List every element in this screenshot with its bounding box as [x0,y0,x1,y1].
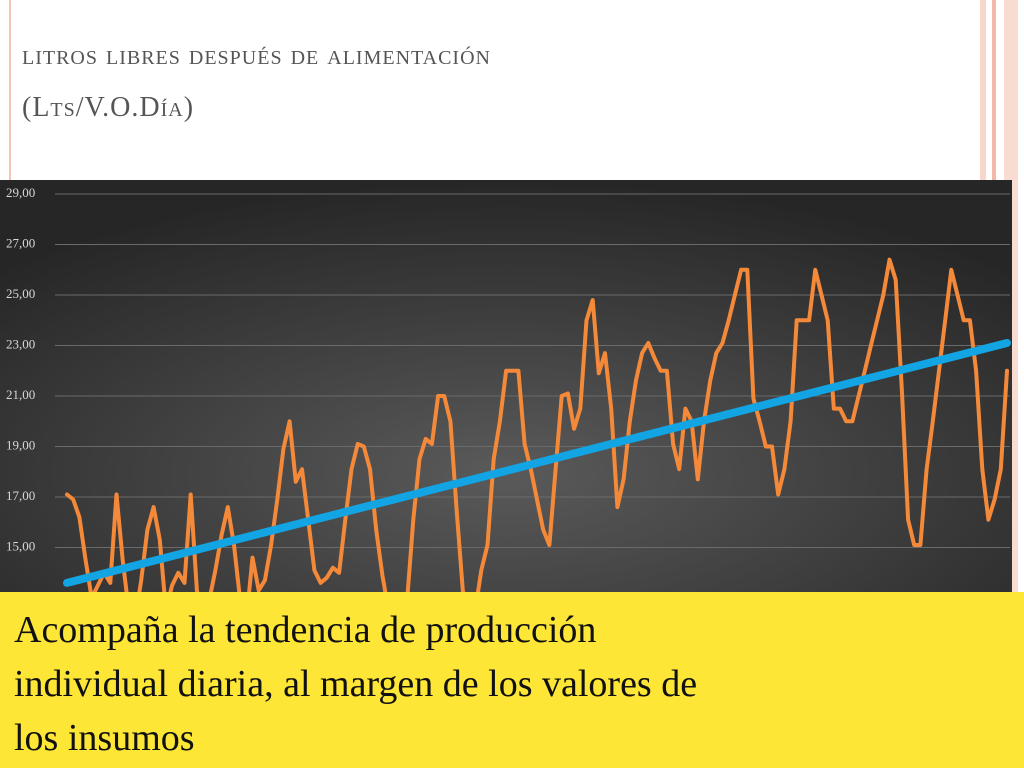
note-line: individual diaria, al margen de los valo… [14,663,697,705]
y-tick-label: 19,00 [6,437,35,452]
note-line: los insumos [14,717,195,759]
note-box [0,592,1024,768]
plot-area [0,180,1012,600]
y-tick-label: 21,00 [6,387,35,402]
y-tick-label: 25,00 [6,286,35,301]
y-tick-label: 17,00 [6,488,35,503]
title: litros libres después de alimentación [22,40,491,71]
subtitle: (Lts/V.O.Día) [22,92,194,123]
note-line: Acompaña la tendencia de producción [14,609,596,651]
data-line [65,257,1009,623]
trend-line [63,339,1011,587]
y-tick-label: 27,00 [6,235,35,250]
chart: 15,00 17,00 19,00 21,00 23,00 25,00 27,00 29,00 [0,180,1012,623]
y-tick-label: 29,00 [6,185,35,200]
y-tick-label: 15,00 [6,538,35,553]
y-tick-label: 23,00 [6,336,35,351]
